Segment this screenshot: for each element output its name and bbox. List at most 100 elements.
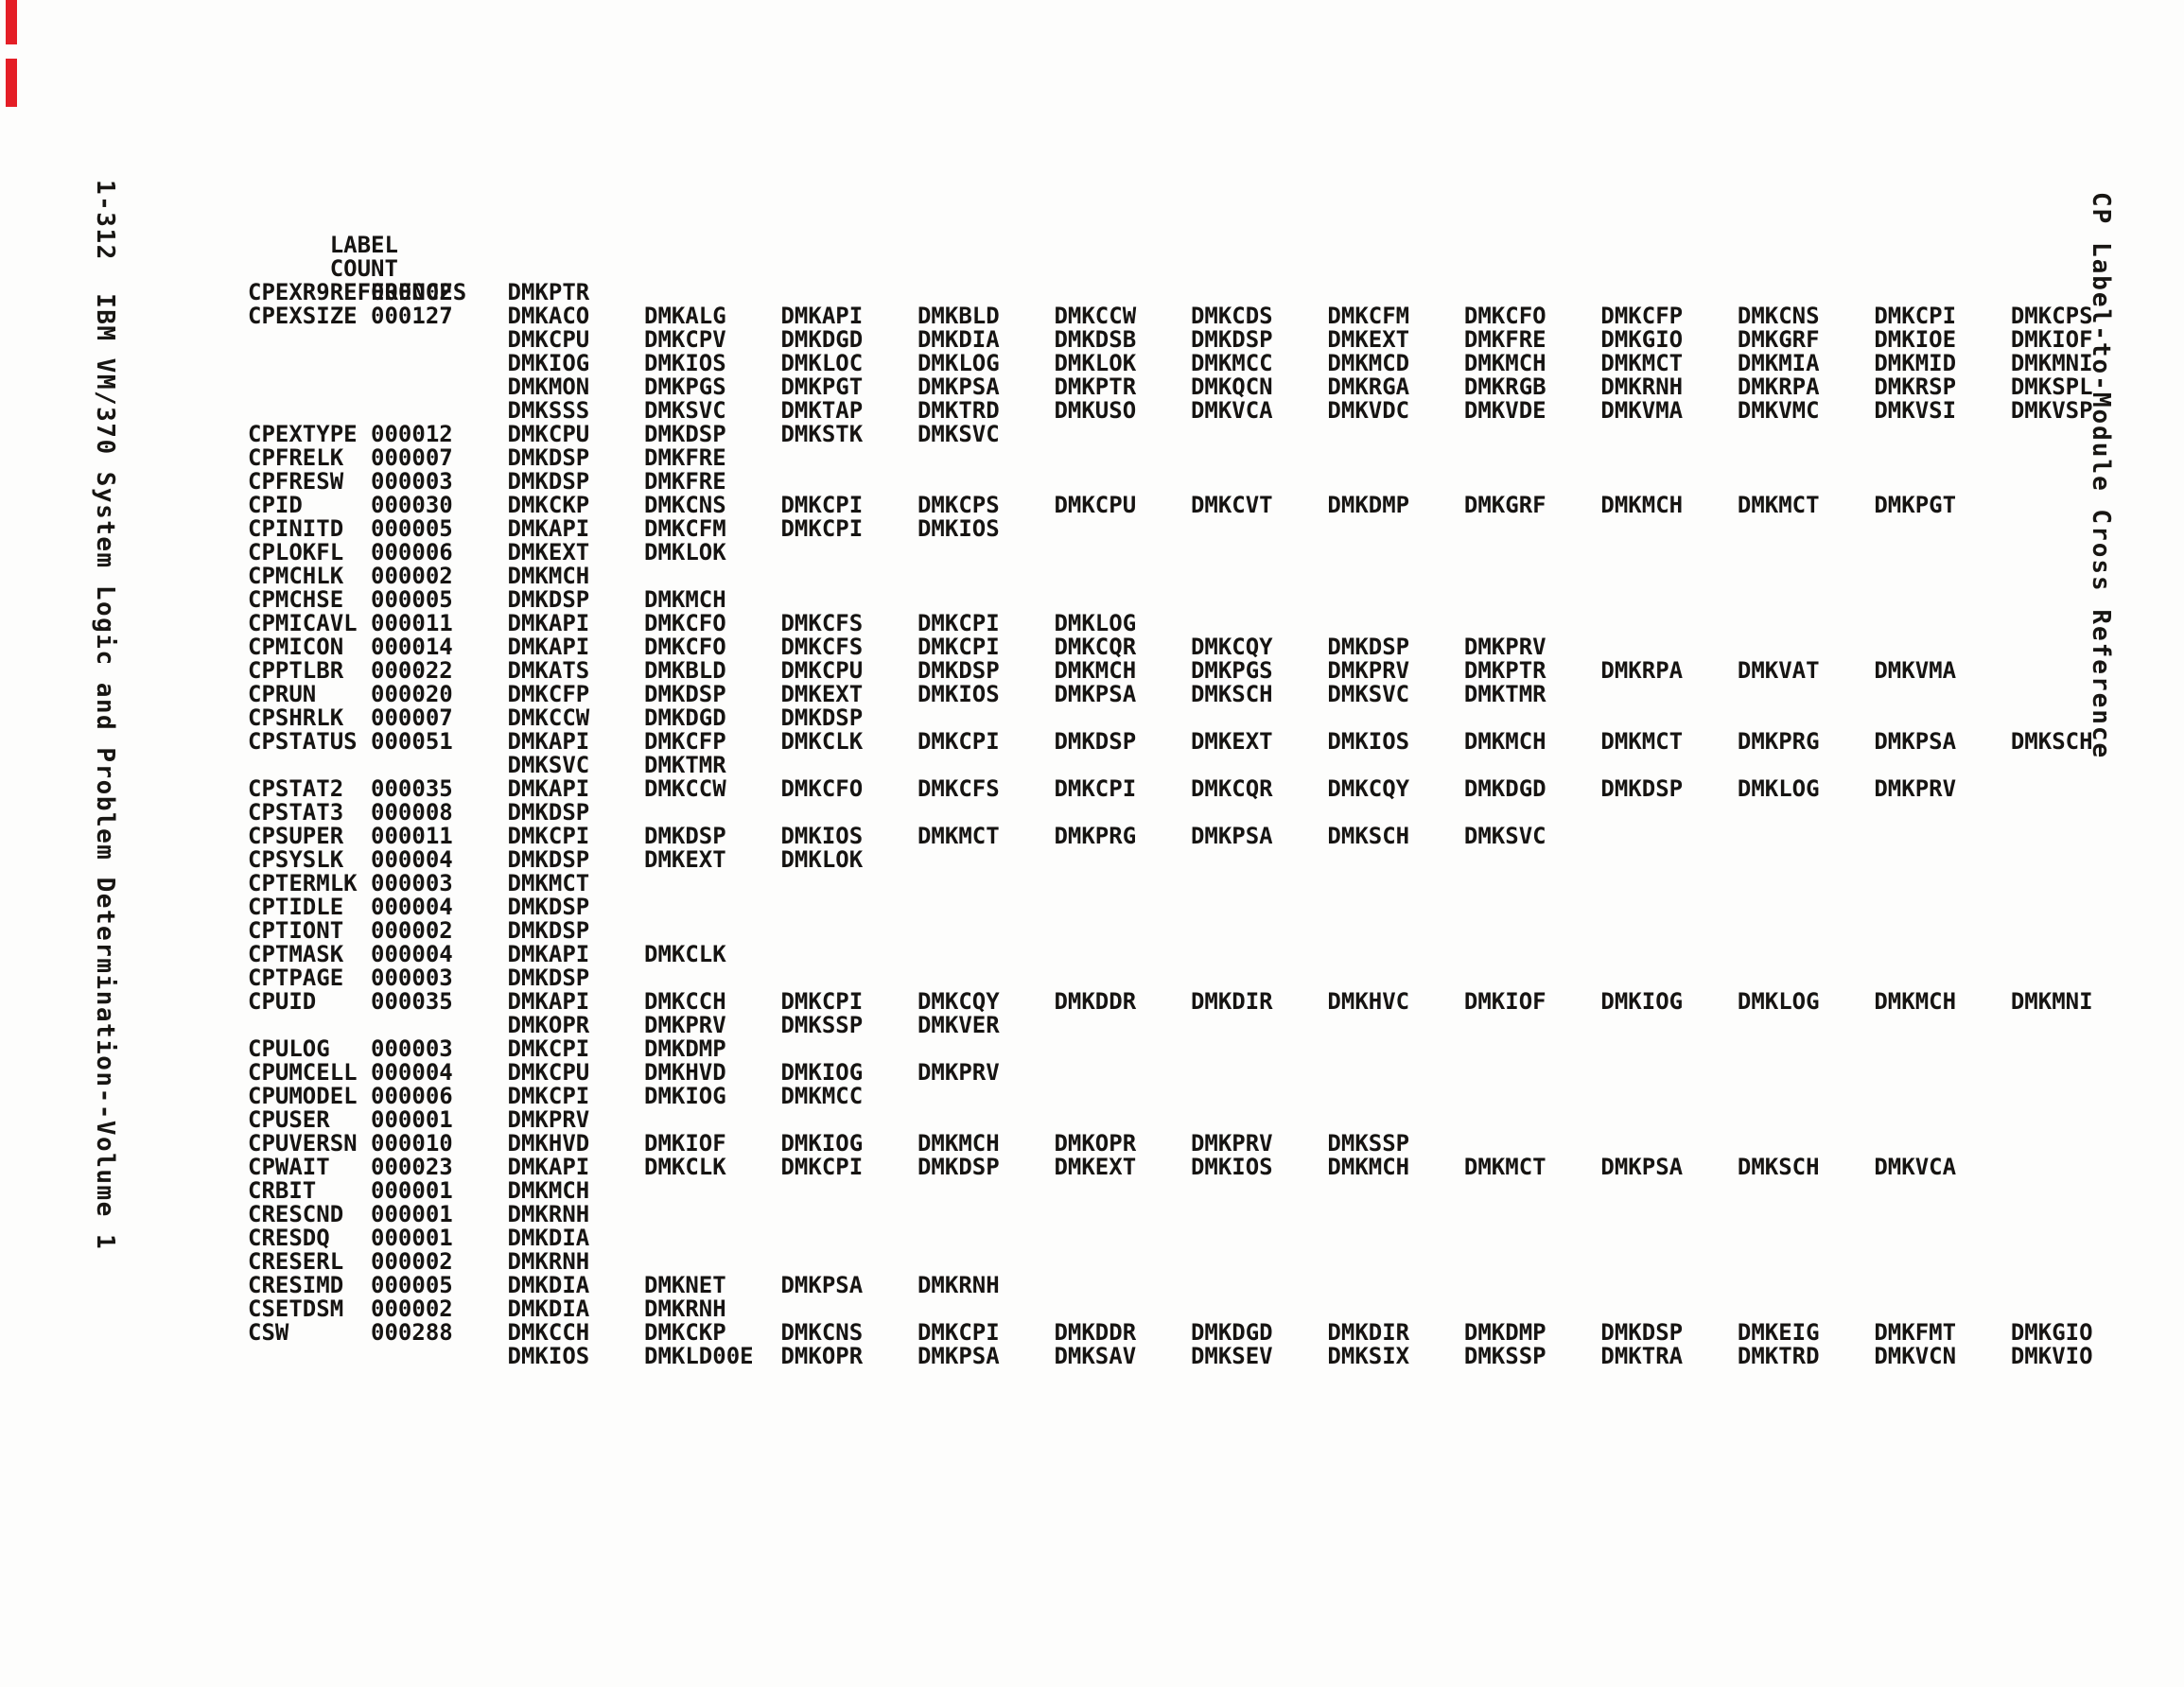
row-reference: DMKLOK — [780, 846, 864, 873]
row-count: 000020 — [371, 681, 453, 707]
row-count: 000002 — [371, 563, 453, 589]
xref-table-body: CPEXR9 000002 DMKPTR CPEXSIZE 000127 DMKACO DM… — [248, 281, 2147, 1368]
table-row: CPINITD 000005 DMKAPI DMKCFM DMKCPI DMKIOS — [248, 517, 2147, 541]
table-row: CSW 000288 DMKCCH DMKCKP DMKCNS DMKCPI DMKDDR D… — [248, 1321, 2147, 1345]
table-row: CPSYSLK 000004 DMKDSP DMKEXT DMKLOK — [248, 848, 2147, 872]
row-reference: DMKACO — [507, 303, 590, 329]
row-count: 000002 — [371, 917, 453, 944]
row-reference: DMKMCT — [917, 823, 1000, 849]
row-count: 000004 — [371, 941, 453, 967]
row-reference: DMKDGD — [1190, 1319, 1273, 1346]
row-reference: DMKPTR — [1463, 657, 1546, 684]
row-reference: DMKDMP — [644, 1035, 726, 1062]
row-label: CPSTAT3 — [248, 799, 344, 826]
row-count: 000007 — [371, 444, 453, 471]
row-reference: DMKTRA — [1600, 1343, 1684, 1369]
row-reference: DMKDSP — [507, 846, 590, 873]
row-reference: DMKPSA — [1190, 823, 1273, 849]
column-header-references: REFERENCES — [329, 279, 467, 305]
row-reference: DMKMID — [1874, 350, 1957, 376]
table-row: CSETDSM 000002 DMKDIA DMKRNH — [248, 1297, 2147, 1321]
row-reference: DMKCCW — [644, 775, 726, 802]
row-reference: DMKMCH — [1463, 728, 1546, 755]
row-reference: DMKSVC — [507, 752, 590, 778]
row-reference: DMKPSA — [1600, 1154, 1684, 1180]
table-row: CPEXR9 000002 DMKPTR — [248, 281, 2147, 304]
row-reference: DMKDSP — [1190, 326, 1273, 353]
row-reference: DMKCPU — [507, 326, 590, 353]
row-reference: DMKSTK — [780, 421, 864, 447]
row-reference: DMKOPR — [507, 1012, 590, 1038]
table-row: CPTERMLK 000003 DMKMCT — [248, 872, 2147, 896]
table-row: CPEXTYPE 000012 DMKCPU DMKDSP DMKSTK DMKSVC — [248, 423, 2147, 446]
table-row: DMKOPR DMKPRV DMKSSP DMKVER — [248, 1014, 2147, 1037]
row-count: 000022 — [371, 657, 453, 684]
row-reference: DMKVSI — [1874, 397, 1957, 424]
row-reference: DMKCPU — [507, 421, 590, 447]
row-reference: DMKSVC — [917, 421, 1000, 447]
header-gap — [248, 234, 2147, 257]
row-label: CPUMCELL — [248, 1059, 358, 1086]
table-row: DMKMON DMKPGS DMKPGT DMKPSA DMKPTR DMKQCN DMKR… — [248, 375, 2147, 399]
row-reference: DMKPRV — [917, 1059, 1000, 1086]
row-reference: DMKCPI — [1874, 303, 1957, 329]
row-reference: DMKCCW — [507, 704, 590, 731]
row-label: CRESIMD — [248, 1272, 344, 1298]
table-row: DMKSVC DMKTMR — [248, 754, 2147, 777]
left-margin-caption: 1-312 IBM VM/370 System Logic and Proble… — [91, 180, 119, 1251]
row-reference: DMKAPI — [780, 303, 864, 329]
row-reference: DMKBLD — [917, 303, 1000, 329]
row-reference: DMKPRV — [507, 1106, 590, 1133]
row-reference: DMKVMA — [1600, 397, 1684, 424]
row-reference: DMKPSA — [1874, 728, 1957, 755]
row-reference: DMKVMC — [1737, 397, 1820, 424]
row-reference: DMKDDR — [1054, 988, 1137, 1015]
row-label: CPTMASK — [248, 941, 344, 967]
row-reference: DMKVCA — [1190, 397, 1273, 424]
row-reference: DMKDIR — [1190, 988, 1273, 1015]
row-reference: DMKCPI — [780, 515, 864, 542]
row-reference: DMKDSP — [507, 586, 590, 613]
row-count: 000002 — [371, 1248, 453, 1275]
row-label: CPINITD — [248, 515, 344, 542]
row-reference: DMKSCH — [1190, 681, 1273, 707]
row-reference: DMKDSP — [507, 917, 590, 944]
row-reference: DMKPSA — [1054, 681, 1137, 707]
row-reference: DMKMCH — [1463, 350, 1546, 376]
row-reference: DMKDSP — [507, 468, 590, 495]
row-reference: DMKFRE — [1463, 326, 1546, 353]
row-reference: DMKDIA — [917, 326, 1000, 353]
table-row: CPUMODEL 000006 DMKCPI DMKIOG DMKMCC — [248, 1085, 2147, 1108]
row-reference: DMKEXT — [1327, 326, 1410, 353]
row-count: 000004 — [371, 1059, 453, 1086]
row-reference: DMKCPI — [780, 1154, 864, 1180]
row-reference: DMKMCT — [1463, 1154, 1546, 1180]
header-gap — [248, 257, 2147, 281]
row-reference: DMKCPV — [644, 326, 726, 353]
row-reference: DMKIOG — [644, 1083, 726, 1109]
row-count: 000011 — [371, 610, 453, 636]
row-label: CPTIDLE — [248, 894, 344, 920]
row-reference: DMKAPI — [507, 728, 590, 755]
row-label: CPMICON — [248, 634, 344, 660]
row-label: CPEXSIZE — [248, 303, 358, 329]
row-reference: DMKCCH — [507, 1319, 590, 1346]
table-row: CRBIT 000001 DMKMCH — [248, 1179, 2147, 1203]
row-count: 000008 — [371, 799, 453, 826]
table-row: CPTIDLE 000004 DMKDSP — [248, 896, 2147, 919]
row-count: 000001 — [371, 1106, 453, 1133]
table-row: CPUVERSN 000010 DMKHVD DMKIOF DMKIOG DMKMCH DM… — [248, 1132, 2147, 1156]
row-reference: DMKLOG — [917, 350, 1000, 376]
row-count: 000002 — [371, 279, 453, 305]
row-count: 000003 — [371, 965, 453, 991]
row-reference: DMKCPI — [917, 728, 1000, 755]
row-reference: DMKIOS — [917, 681, 1000, 707]
table-row: CPUID 000035 DMKAPI DMKCCH DMKCPI DMKCQY DMKDD… — [248, 990, 2147, 1014]
row-reference: DMKCPI — [917, 1319, 1000, 1346]
row-count: 000010 — [371, 1130, 453, 1157]
row-reference: DMKHVD — [507, 1130, 590, 1157]
row-reference: DMKCFP — [644, 728, 726, 755]
row-reference: DMKGRF — [1463, 492, 1546, 518]
row-reference: DMKVDE — [1463, 397, 1546, 424]
row-count: 000002 — [371, 1296, 453, 1322]
